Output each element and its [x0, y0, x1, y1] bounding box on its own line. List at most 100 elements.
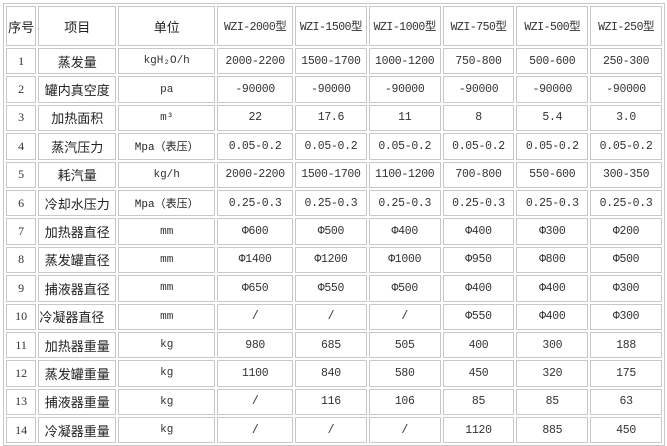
- row-value: -90000: [295, 76, 367, 103]
- row-index: 12: [6, 360, 37, 387]
- row-item: 冷凝器直径: [38, 303, 117, 330]
- row-value: -90000: [516, 76, 589, 103]
- row-unit: kg: [118, 360, 216, 387]
- row-value: 750-800: [442, 48, 515, 75]
- row-unit: pa: [118, 76, 216, 103]
- row-item: 捕液器直径: [38, 275, 117, 302]
- row-item: 蒸发罐重量: [38, 360, 117, 387]
- header-model: WZI-750型: [442, 6, 515, 46]
- row-value: -90000: [442, 76, 515, 103]
- row-value: -90000: [217, 76, 294, 103]
- row-value: -90000: [368, 76, 441, 103]
- table-row: 2 罐内真空度 pa -90000 -90000 -90000 -90000 -90000 -9…: [6, 76, 662, 103]
- row-index: 13: [6, 388, 37, 416]
- row-value: /: [295, 417, 367, 444]
- row-value: 550-600: [516, 161, 589, 188]
- table-row: 10 冷凝器直径 mm / / / Φ550 Φ400 Φ300: [6, 303, 662, 330]
- row-value: Φ200: [590, 218, 662, 245]
- spec-table: 序号 项目 单位 WZI-2000型 WZI-1500型 WZI-1000型 WZI-750…: [3, 3, 665, 446]
- row-index: 5: [6, 161, 37, 188]
- row-value: 0.05-0.2: [516, 133, 589, 160]
- table-row: 3 加热面积 m³ 22 17.6 11 8 5.4 3.0: [6, 104, 662, 132]
- row-value: 885: [516, 417, 589, 444]
- row-value: Φ500: [368, 275, 441, 302]
- table-row: 1 蒸发量 kgH₂O/h 2000-2200 1500-1700 1000-1200 75…: [6, 48, 662, 75]
- row-value: Φ950: [442, 246, 515, 274]
- row-value: 2000-2200: [217, 161, 294, 188]
- row-index: 8: [6, 246, 37, 274]
- row-value: Φ800: [516, 246, 589, 274]
- row-value: 0.05-0.2: [368, 133, 441, 160]
- row-value: Φ550: [442, 303, 515, 330]
- row-value: 0.25-0.3: [368, 189, 441, 217]
- row-value: Φ1400: [217, 246, 294, 274]
- row-unit: mm: [118, 246, 216, 274]
- row-unit: mm: [118, 275, 216, 302]
- row-value: /: [295, 303, 367, 330]
- row-unit: mm: [118, 303, 216, 330]
- row-value: 450: [442, 360, 515, 387]
- table-row: 9 捕液器直径 mm Φ650 Φ550 Φ500 Φ400 Φ400 Φ300: [6, 275, 662, 302]
- row-value: /: [217, 388, 294, 416]
- row-value: /: [368, 303, 441, 330]
- row-item: 捕液器重量: [38, 388, 117, 416]
- row-value: 22: [217, 104, 294, 132]
- row-value: Φ1000: [368, 246, 441, 274]
- row-value: 500-600: [516, 48, 589, 75]
- row-item: 冷凝器重量: [38, 417, 117, 444]
- row-index: 2: [6, 76, 37, 103]
- row-value: Φ1200: [295, 246, 367, 274]
- row-value: 0.25-0.3: [442, 189, 515, 217]
- row-value: 5.4: [516, 104, 589, 132]
- row-value: 188: [590, 331, 662, 359]
- row-value: 685: [295, 331, 367, 359]
- row-value: 63: [590, 388, 662, 416]
- row-value: Φ550: [295, 275, 367, 302]
- row-value: 0.25-0.3: [590, 189, 662, 217]
- row-value: 175: [590, 360, 662, 387]
- row-value: 85: [442, 388, 515, 416]
- row-unit: Mpa（表压）: [118, 133, 216, 160]
- row-value: 505: [368, 331, 441, 359]
- row-value: 450: [590, 417, 662, 444]
- row-index: 6: [6, 189, 37, 217]
- header-row: 序号 项目 单位 WZI-2000型 WZI-1500型 WZI-1000型 WZI-750…: [6, 6, 662, 46]
- spec-table-container: 序号 项目 单位 WZI-2000型 WZI-1500型 WZI-1000型 WZI-750…: [3, 3, 665, 446]
- header-unit: 单位: [118, 6, 216, 46]
- row-index: 14: [6, 417, 37, 444]
- row-index: 10: [6, 303, 37, 330]
- row-index: 4: [6, 133, 37, 160]
- row-value: Φ300: [516, 218, 589, 245]
- row-value: 1100-1200: [368, 161, 441, 188]
- table-row: 11 加热器重量 kg 980 685 505 400 300 188: [6, 331, 662, 359]
- row-value: 116: [295, 388, 367, 416]
- table-row: 4 蒸汽压力 Mpa（表压） 0.05-0.2 0.05-0.2 0.05-0.2 0.05…: [6, 133, 662, 160]
- row-value: 17.6: [295, 104, 367, 132]
- header-model: WZI-1500型: [295, 6, 367, 46]
- row-value: Φ400: [442, 275, 515, 302]
- row-item: 蒸汽压力: [38, 133, 117, 160]
- table-row: 12 蒸发罐重量 kg 1100 840 580 450 320 175: [6, 360, 662, 387]
- table-row: 14 冷凝器重量 kg / //1120 885 450: [6, 417, 662, 444]
- row-value: 85: [516, 388, 589, 416]
- row-value: Φ600: [217, 218, 294, 245]
- row-value: /: [368, 417, 441, 444]
- row-value: 0.25-0.3: [295, 189, 367, 217]
- row-value: 300: [516, 331, 589, 359]
- row-value: 1500-1700: [295, 161, 367, 188]
- row-value: Φ500: [590, 246, 662, 274]
- row-unit: mm: [118, 218, 216, 245]
- row-index: 11: [6, 331, 37, 359]
- row-unit: Mpa（表压）: [118, 189, 216, 217]
- row-value: 106: [368, 388, 441, 416]
- row-unit: m³: [118, 104, 216, 132]
- row-value: Φ400: [516, 303, 589, 330]
- row-index: 1: [6, 48, 37, 75]
- row-item: 蒸发量: [38, 48, 117, 75]
- header-item: 项目: [38, 6, 117, 46]
- row-index: 7: [6, 218, 37, 245]
- row-value: 320: [516, 360, 589, 387]
- table-row: 5 耗汽量 kg/h 2000-2200 1500-1700 1100-1200 700-8…: [6, 161, 662, 188]
- row-value: 1000-1200: [368, 48, 441, 75]
- row-unit: kg: [118, 388, 216, 416]
